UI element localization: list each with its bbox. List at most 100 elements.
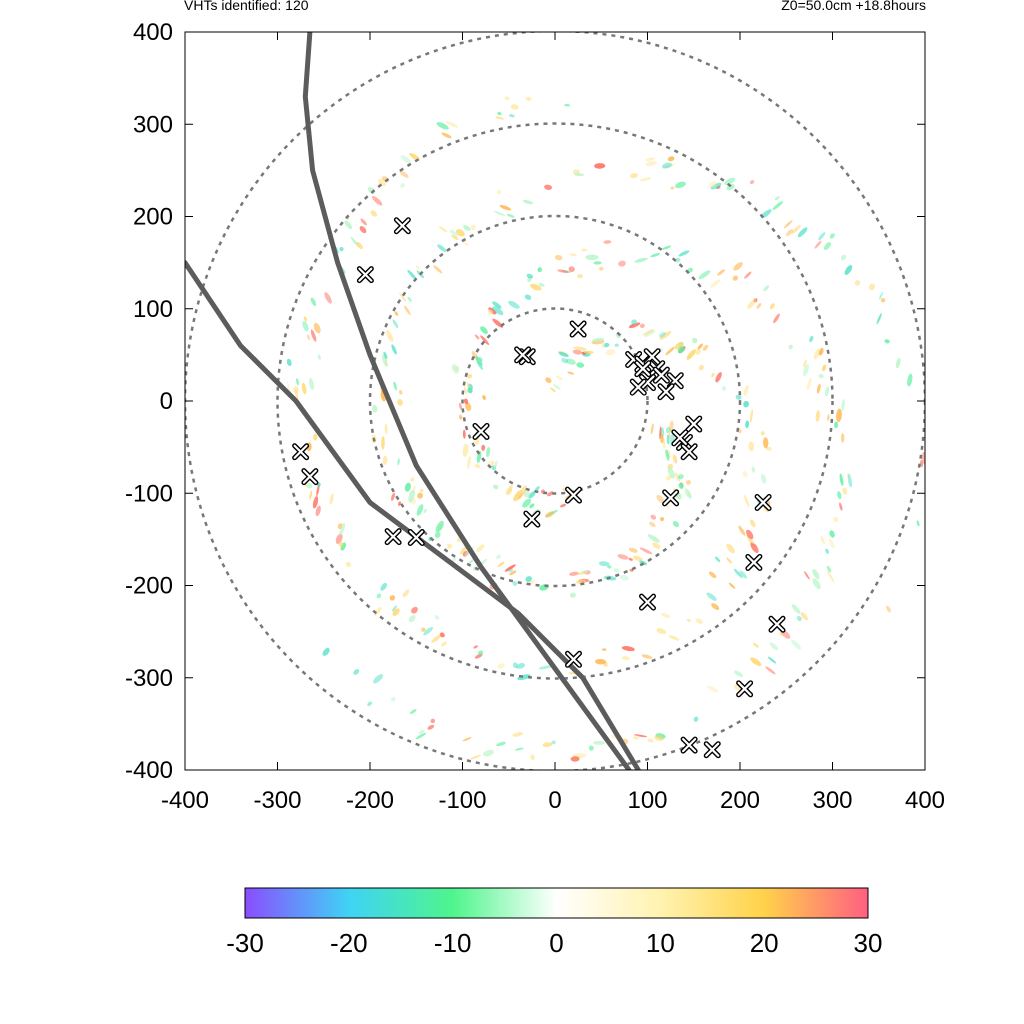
shading-blob: [735, 394, 742, 400]
shading-blob: [529, 503, 535, 509]
shading-blob: [530, 283, 542, 291]
shading-blob: [469, 754, 482, 760]
shading-blob: [750, 539, 754, 544]
shading-blob: [672, 521, 679, 528]
shading-blob: [710, 279, 721, 288]
shading-blob: [641, 654, 653, 659]
shading-blob: [806, 378, 812, 391]
shading-blob: [488, 307, 497, 315]
shading-blob: [803, 359, 807, 368]
colorbar-tick-label: 10: [646, 928, 675, 958]
shading-blob: [568, 266, 575, 273]
vht-marker: [523, 510, 541, 528]
shading-blob: [530, 754, 535, 761]
shading-blob: [542, 742, 553, 747]
shading-blob: [760, 209, 772, 219]
shading-blob: [675, 181, 686, 189]
shading-blob: [486, 446, 491, 458]
shading-blob: [306, 482, 313, 489]
shading-blob: [339, 246, 344, 252]
shading-blob: [669, 420, 674, 432]
shading-blob: [497, 112, 502, 116]
shading-blob: [526, 273, 534, 279]
vht-count-label: VHTs identified: 120: [184, 0, 309, 13]
shading-blob: [408, 489, 415, 503]
shading-blob: [749, 409, 754, 423]
y-tick-label: -300: [125, 665, 173, 692]
shading-blob: [440, 632, 445, 638]
x-tick-label: -100: [438, 787, 486, 814]
shading-blob: [746, 529, 754, 540]
shading-blob: [421, 627, 426, 632]
shading-blob: [628, 322, 641, 329]
shading-blob: [437, 244, 447, 252]
shading-blob: [456, 229, 465, 237]
shading-blob: [493, 210, 506, 216]
shading-blob: [687, 267, 693, 273]
shading-blob: [466, 455, 472, 470]
shading-blob: [711, 372, 715, 378]
shading-blob: [516, 663, 526, 669]
shading-blob: [313, 322, 321, 334]
vht-marker: [472, 422, 490, 440]
vht-marker: [565, 486, 582, 504]
shading-blob: [474, 334, 480, 340]
shading-blob: [665, 449, 670, 461]
vht-marker: [356, 266, 374, 284]
shading-blob: [480, 335, 490, 346]
shading-blob: [509, 570, 517, 576]
vht-marker: [569, 320, 587, 338]
shading-blob: [650, 252, 661, 258]
shading-blob: [868, 283, 876, 291]
shading-blob: [592, 337, 605, 342]
shading-blob: [296, 378, 299, 386]
shading-blob: [413, 485, 416, 492]
shading-blob: [656, 494, 665, 504]
shading-blob: [607, 565, 612, 569]
shading-blob: [581, 570, 588, 573]
shading-blob: [847, 474, 853, 488]
shading-blob: [538, 283, 545, 287]
shading-blob: [698, 364, 704, 371]
shading-blob: [744, 271, 752, 279]
shading-blob: [593, 740, 606, 745]
shading-blob: [839, 473, 844, 486]
shading-blob: [409, 709, 417, 715]
shading-blob: [376, 593, 382, 599]
shading-blob: [301, 382, 307, 395]
shading-blob: [769, 303, 775, 310]
shading-blob: [649, 521, 656, 528]
shading-blob: [886, 605, 891, 613]
shading-blob: [685, 480, 691, 485]
vht-marker: [685, 415, 703, 433]
shading-blob: [695, 618, 703, 624]
shading-blob: [601, 648, 607, 651]
shading-blob: [302, 320, 309, 332]
colorbar-tick-label: 30: [854, 928, 883, 958]
shading-blob: [639, 323, 645, 328]
shading-blob: [389, 595, 396, 601]
y-tick-label: -200: [125, 573, 173, 600]
shading-blob: [435, 520, 444, 533]
shading-blob: [372, 404, 378, 413]
shading-blob: [756, 302, 762, 309]
shading-blob: [667, 156, 675, 162]
vht-marker: [768, 615, 786, 633]
shading-blob: [482, 394, 486, 401]
vht-marker: [384, 528, 402, 546]
shading-blob: [773, 313, 780, 324]
shading-blob: [828, 538, 835, 549]
shading-blob: [480, 326, 488, 334]
shading-blob: [463, 225, 471, 231]
shading-blob: [463, 398, 469, 405]
shading-blob: [539, 584, 549, 591]
storm-track-line: [185, 260, 641, 770]
shading-blob: [797, 227, 808, 238]
shading-blob: [382, 455, 388, 466]
shading-blob: [478, 650, 484, 656]
shading-blob: [827, 414, 830, 421]
shading-blob: [306, 334, 311, 340]
shading-blob: [417, 492, 424, 499]
shading-blob: [818, 347, 824, 356]
